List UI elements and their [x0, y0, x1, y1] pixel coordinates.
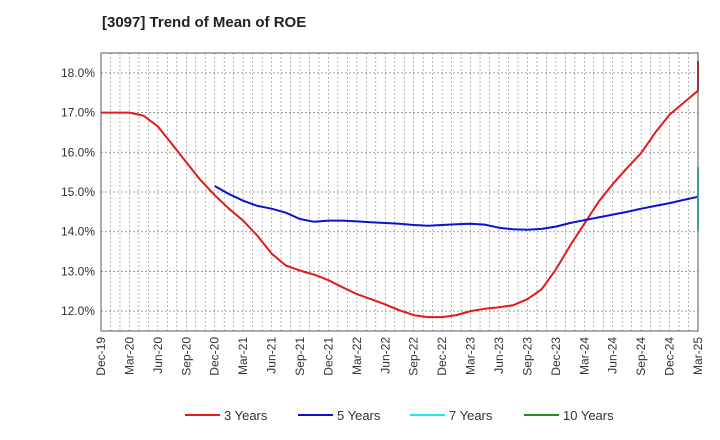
series-layer: [101, 60, 699, 319]
x-tick-label: Mar-24: [577, 337, 591, 375]
x-tick-label: Dec-24: [663, 337, 677, 376]
x-tick-label: Jun-24: [606, 337, 620, 374]
x-tick-label: Mar-21: [236, 337, 250, 375]
grid-layer: [101, 53, 698, 331]
x-tick-label: Mar-20: [122, 337, 136, 375]
x-tick-label: Sep-23: [520, 337, 534, 376]
y-axis-ticks: 12.0% 13.0% 14.0% 15.0% 16.0% 17.0% 18.0%: [61, 66, 95, 318]
x-tick-label: Jun-21: [265, 337, 279, 374]
x-tick-label: Dec-19: [94, 337, 108, 376]
legend: 3 Years 5 Years 7 Years 10 Years: [185, 408, 614, 423]
y-tick-label: 13.0%: [61, 264, 95, 278]
x-tick-label: Dec-21: [321, 337, 335, 376]
x-tick-label: Mar-22: [350, 337, 364, 375]
series-line-3-years: [101, 60, 699, 319]
x-tick-label: Sep-22: [407, 337, 421, 376]
x-tick-label: Dec-20: [208, 337, 222, 376]
x-tick-label: Dec-22: [435, 337, 449, 376]
x-tick-label: Mar-25: [691, 337, 705, 375]
x-tick-label: Sep-20: [179, 337, 193, 376]
plot-frame: [100, 52, 699, 332]
y-tick-label: 14.0%: [61, 225, 95, 239]
y-tick-label: 12.0%: [61, 304, 95, 318]
legend-label: 3 Years: [224, 408, 268, 423]
series-line-5-years: [214, 185, 699, 231]
legend-label: 10 Years: [563, 408, 614, 423]
y-tick-label: 17.0%: [61, 106, 95, 120]
x-tick-label: Sep-21: [293, 337, 307, 376]
x-tick-label: Dec-23: [549, 337, 563, 376]
legend-label: 5 Years: [337, 408, 381, 423]
x-axis-ticks: Dec-19 Mar-20 Jun-20 Sep-20 Dec-20 Mar-21 Jun-…: [94, 337, 705, 376]
y-tick-label: 16.0%: [61, 145, 95, 159]
y-tick-label: 18.0%: [61, 66, 95, 80]
chart-title: [3097] Trend of Mean of ROE: [102, 14, 307, 31]
y-tick-label: 15.0%: [61, 185, 95, 199]
legend-label: 7 Years: [449, 408, 493, 423]
x-tick-label: Jun-23: [492, 337, 506, 374]
x-tick-label: Sep-24: [634, 337, 648, 376]
x-tick-label: Jun-22: [378, 337, 392, 374]
x-tick-label: Mar-23: [464, 337, 478, 375]
x-tick-label: Jun-20: [151, 337, 165, 374]
